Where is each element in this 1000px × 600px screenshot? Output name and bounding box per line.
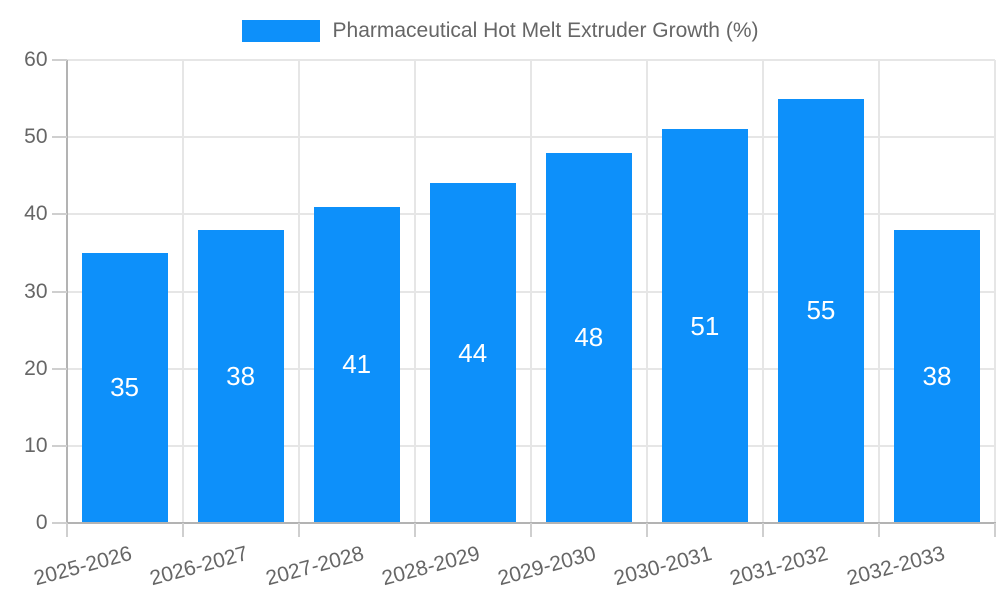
y-axis-tick: [51, 136, 67, 139]
y-axis-tick: [51, 59, 67, 61]
gridline-vertical: [761, 60, 764, 523]
y-axis-tick: [51, 444, 67, 447]
gridline-vertical: [529, 60, 532, 523]
x-axis-tick: [65, 523, 68, 537]
x-axis-tick: [994, 523, 996, 537]
bar[interactable]: 35: [81, 252, 168, 523]
gridline-vertical: [297, 60, 300, 523]
bar[interactable]: 38: [197, 229, 284, 523]
chart-title: Pharmaceutical Hot Melt Extruder Growth …: [332, 19, 759, 42]
bar[interactable]: 55: [777, 98, 864, 523]
y-axis-tick-label: 30: [24, 279, 48, 303]
gridline-vertical: [181, 60, 184, 523]
bar-value-label: 48: [574, 322, 604, 353]
bar-value-label: 41: [342, 349, 372, 380]
x-axis-tick: [877, 523, 880, 537]
x-axis-tick-label: 2029-2030: [495, 542, 599, 591]
x-axis-tick-label: 2025-2026: [31, 542, 135, 591]
x-axis-tick: [761, 523, 764, 537]
x-axis-tick-label: 2032-2033: [843, 542, 947, 591]
x-axis-tick: [529, 523, 532, 537]
bar-value-label: 38: [226, 360, 256, 391]
x-axis-tick: [413, 523, 416, 537]
gridline-vertical: [413, 60, 416, 523]
bar-value-label: 44: [458, 337, 488, 368]
x-axis-tick-label: 2026-2027: [147, 542, 251, 591]
y-axis-line: [65, 60, 68, 523]
x-axis-tick-label: 2030-2031: [611, 542, 715, 591]
y-axis-tick-label: 0: [35, 511, 48, 534]
bar-value-label: 35: [110, 372, 139, 403]
y-axis-tick: [51, 522, 67, 524]
legend[interactable]: Pharmaceutical Hot Melt Extruder Growth …: [0, 10, 1000, 52]
gridline-vertical: [994, 60, 996, 523]
y-axis-tick-label: 50: [24, 125, 48, 149]
y-axis-tick-label: 40: [24, 202, 48, 226]
bar-value-label: 55: [806, 295, 836, 326]
gridline-vertical: [877, 60, 880, 523]
bar[interactable]: 51: [661, 129, 748, 523]
x-axis-tick-label: 2028-2029: [379, 542, 483, 591]
y-axis-tick: [51, 367, 67, 370]
y-axis-tick: [51, 213, 67, 216]
gridline-vertical: [645, 60, 648, 523]
y-axis-tick-label: 10: [24, 433, 48, 457]
x-axis-tick-label: 2031-2032: [727, 542, 831, 591]
bar[interactable]: 44: [429, 183, 516, 523]
x-axis-tick: [297, 523, 300, 537]
y-axis-tick-label: 20: [24, 356, 48, 380]
legend-swatch: [241, 20, 320, 42]
bar[interactable]: 41: [313, 206, 400, 523]
bar[interactable]: 38: [893, 229, 980, 523]
y-axis-tick-label: 60: [24, 48, 48, 71]
bar-value-label: 38: [922, 360, 952, 391]
x-axis-tick-label: 2027-2028: [263, 542, 367, 591]
x-axis-tick: [645, 523, 648, 537]
bar[interactable]: 48: [545, 152, 632, 523]
x-axis-tick: [181, 523, 184, 537]
bar-value-label: 51: [690, 310, 720, 341]
y-axis-tick: [51, 290, 67, 293]
